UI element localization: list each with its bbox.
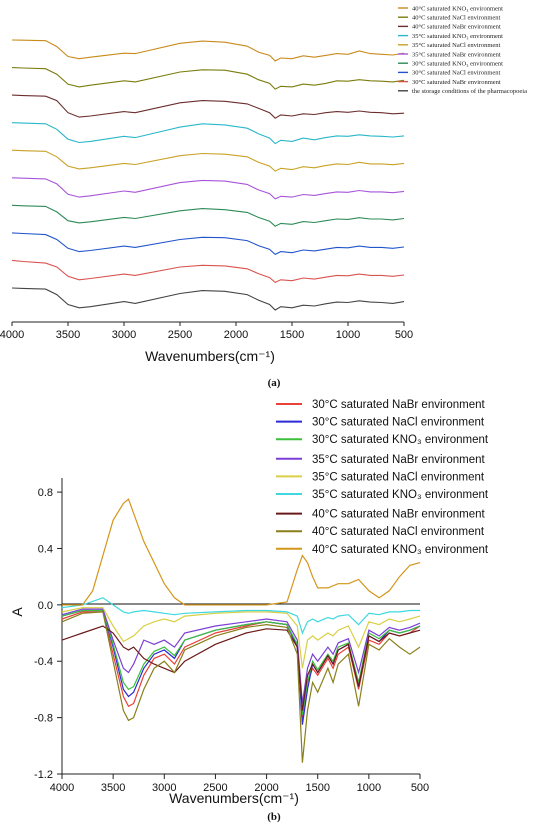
panel-a-series-line (11, 259, 405, 284)
panel-b-y-tick-label: -0.4 (34, 656, 53, 668)
panel-b-y-tick-label: 0.4 (38, 543, 53, 555)
panel-a-series-line (11, 122, 405, 145)
panel-b-y-ticks: 0.8 0.4 0.0 -0.4 -0.8 -1.2 (34, 487, 62, 781)
panel-b-legend-label: 40°C saturated NaBr environment (312, 509, 486, 521)
panel-b-legend-label: 40°C saturated NaCl environment (312, 526, 485, 538)
panel-b: 30°C saturated NaBr environment 30°C satu… (9, 399, 489, 823)
panel-a-series-line (11, 67, 405, 90)
panel-b-x-ticks: 4000 3500 3000 2500 2000 1500 1000 500 (50, 774, 429, 794)
panel-a-legend-label: 40°C saturated NaBr environment (412, 24, 501, 31)
panel-b-label: (b) (267, 811, 281, 823)
panel-b-x-tick-label: 1500 (305, 782, 329, 794)
panel-b-legend-label: 35°C saturated NaCl environment (312, 471, 485, 483)
panel-a-series-line (11, 94, 405, 119)
panel-b-legend-label: 30°C saturated NaBr environment (312, 399, 486, 411)
panel-a-legend-label: 30°C saturated KNO₃ environment (412, 61, 503, 68)
panel-a-legend-label: the storage conditions of the pharmacopo… (412, 88, 527, 95)
panel-a-series-line (11, 204, 405, 227)
panel-a-legend-label: 40°C saturated NaCl environment (412, 15, 501, 22)
panel-a-x-axis-title: Wavenumbers(cm⁻¹) (145, 348, 275, 364)
panel-b-y-tick-label: -0.8 (34, 713, 53, 725)
panel-b-series-line (61, 611, 421, 763)
panel-a-legend-label: 30°C saturated NaCl environment (412, 70, 501, 77)
panel-a-label: (a) (268, 377, 281, 389)
panel-b-x-tick-label: 500 (411, 782, 429, 794)
panel-a-x-tick-label: 4000 (0, 329, 24, 341)
panel-a-legend-label: 40°C saturated KNO₃ environment (412, 5, 503, 12)
panel-a-x-tick-label: 1500 (280, 329, 304, 341)
panel-b-y-axis-title: A (9, 607, 25, 617)
panel-b-series-line (62, 498, 421, 606)
panel-b-series-line (61, 609, 421, 715)
panel-a-series-line (11, 287, 405, 311)
panel-b-y-tick-label: 0.8 (38, 487, 53, 499)
panel-b-x-tick-label: 1000 (357, 782, 381, 794)
panel-a-legend-label: 35°C saturated NaCl environment (412, 42, 501, 49)
panel-a-x-ticks: 4000 3500 3000 2500 2000 1500 1000 500 (0, 322, 413, 341)
panel-b-x-tick-label: 4000 (50, 782, 74, 794)
panel-a-legend-label: 35°C saturated KNO₃ environment (412, 33, 503, 40)
panel-b-y-tick-label: -1.2 (34, 769, 53, 781)
panel-b-series-line (61, 597, 420, 635)
panel-b-series-line (61, 608, 421, 704)
panel-a: 4000 3500 3000 2500 2000 1500 1000 500 Wavenumb… (0, 5, 527, 389)
panel-b-legend-label: 35°C saturated KNO₃ environment (312, 489, 489, 501)
panel-a-series-line (11, 39, 405, 62)
panel-a-series-line (11, 149, 405, 172)
panel-b-legend-label: 30°C saturated NaCl environment (312, 417, 485, 429)
panel-b-x-tick-label: 2000 (254, 782, 278, 794)
panel-a-legend-label: 35°C saturated NaBr environment (412, 51, 501, 58)
panel-b-legend-label: 40°C saturated KNO₃ environment (312, 544, 489, 556)
panel-a-x-tick-label: 500 (395, 329, 413, 341)
panel-b-legend: 30°C saturated NaBr environment 30°C satu… (276, 399, 489, 556)
panel-a-series-group (11, 39, 405, 311)
panel-a-x-tick-label: 3500 (56, 329, 80, 341)
panel-b-series-group (61, 498, 421, 763)
panel-b-x-tick-label: 2500 (203, 782, 227, 794)
panel-b-legend-label: 35°C saturated NaBr environment (312, 454, 486, 466)
panel-a-x-tick-label: 2500 (168, 329, 192, 341)
panel-b-legend-label: 30°C saturated KNO₃ environment (312, 434, 489, 446)
panel-b-x-tick-label: 3000 (152, 782, 176, 794)
panel-b-series-line (61, 607, 421, 669)
panel-a-legend: 40°C saturated KNO₃ environment 40°C satu… (398, 5, 527, 95)
panel-a-legend-label: 30°C saturated NaBr environment (412, 79, 501, 86)
panel-a-x-tick-label: 1000 (336, 329, 360, 341)
panel-a-x-tick-label: 2000 (224, 329, 248, 341)
panel-b-x-axis-title: Wavenumbers(cm⁻¹) (169, 790, 299, 806)
panel-b-series-line (61, 625, 421, 711)
panel-a-series-line (11, 232, 405, 256)
panel-b-y-tick-label: 0.0 (38, 600, 53, 612)
panel-a-x-tick-label: 3000 (112, 329, 136, 341)
panel-a-series-line (11, 177, 405, 200)
panel-b-x-tick-label: 3500 (101, 782, 125, 794)
